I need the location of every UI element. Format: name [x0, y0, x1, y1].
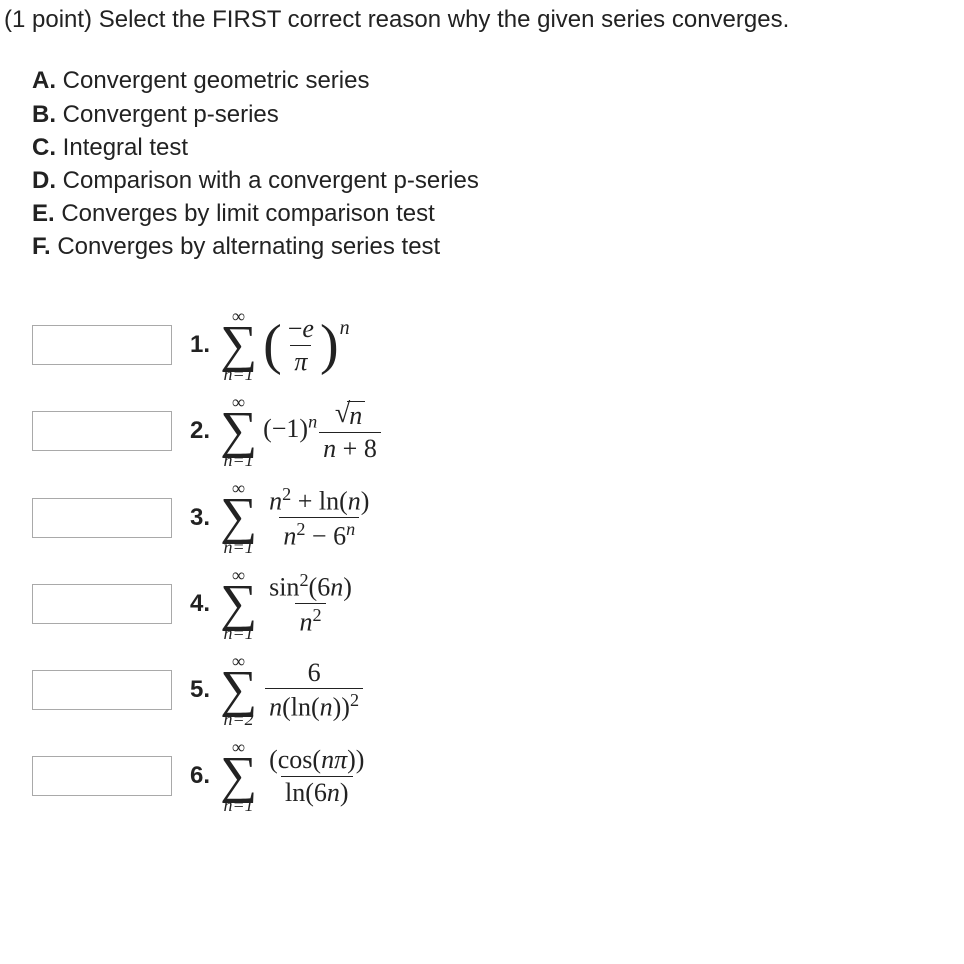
problem-number: 6.	[190, 762, 210, 790]
answer-input-5[interactable]	[32, 670, 172, 710]
problem-number: 1.	[190, 331, 210, 359]
option-A: A. Convergent geometric series	[32, 64, 960, 97]
option-text: Converges by limit comparison test	[61, 200, 434, 227]
option-letter: C.	[32, 134, 63, 161]
problem-row-6: 6. ∞∑n=1(cos(nπ))ln(6n)	[32, 738, 960, 814]
option-letter: D.	[32, 167, 63, 194]
sigma-icon: ∞∑n=1	[220, 479, 257, 555]
problem-row-1: 1. ∞∑n=1(−eπ)n	[32, 307, 960, 383]
problems-list: 1. ∞∑n=1(−eπ)n 2. ∞∑n=1(−1)n√nn + 8 3. ∞∑n=1n…	[4, 307, 960, 814]
option-text: Integral test	[63, 134, 188, 161]
series-expression: ∞∑n=1(cos(nπ))ln(6n)	[220, 738, 370, 814]
option-C: C. Integral test	[32, 131, 960, 164]
option-D: D. Comparison with a convergent p-series	[32, 164, 960, 197]
series-expression: ∞∑n=1sin2(6n)n2	[220, 566, 358, 642]
problem-row-3: 3. ∞∑n=1n2 + ln(n)n2 − 6n	[32, 479, 960, 555]
sigma-icon: ∞∑n=1	[220, 393, 257, 469]
problem-row-5: 5. ∞∑n=26n(ln(n))2	[32, 652, 960, 728]
problem-number: 2.	[190, 417, 210, 445]
options-list: A. Convergent geometric seriesB. Converg…	[4, 64, 960, 263]
sigma-icon: ∞∑n=2	[220, 652, 257, 728]
series-expression: ∞∑n=1(−eπ)n	[220, 307, 350, 383]
answer-input-1[interactable]	[32, 325, 172, 365]
series-expression: ∞∑n=1n2 + ln(n)n2 − 6n	[220, 479, 375, 555]
option-letter: E.	[32, 200, 61, 227]
option-text: Convergent geometric series	[63, 67, 370, 94]
problem-row-2: 2. ∞∑n=1(−1)n√nn + 8	[32, 393, 960, 469]
sigma-icon: ∞∑n=1	[220, 566, 257, 642]
prompt-text: (1 point) Select the FIRST correct reaso…	[4, 4, 960, 36]
sigma-icon: ∞∑n=1	[220, 738, 257, 814]
problem-number: 3.	[190, 504, 210, 532]
series-expression: ∞∑n=1(−1)n√nn + 8	[220, 393, 383, 469]
option-text: Converges by alternating series test	[57, 233, 440, 260]
option-letter: A.	[32, 67, 63, 94]
option-text: Comparison with a convergent p-series	[63, 167, 479, 194]
answer-input-2[interactable]	[32, 411, 172, 451]
option-text: Convergent p-series	[63, 101, 279, 128]
problem-row-4: 4. ∞∑n=1sin2(6n)n2	[32, 566, 960, 642]
page: (1 point) Select the FIRST correct reaso…	[0, 0, 964, 828]
option-letter: B.	[32, 101, 63, 128]
option-B: B. Convergent p-series	[32, 98, 960, 131]
series-expression: ∞∑n=26n(ln(n))2	[220, 652, 365, 728]
option-F: F. Converges by alternating series test	[32, 230, 960, 263]
option-letter: F.	[32, 233, 57, 260]
problem-number: 5.	[190, 676, 210, 704]
answer-input-6[interactable]	[32, 756, 172, 796]
sigma-icon: ∞∑n=1	[220, 307, 257, 383]
answer-input-3[interactable]	[32, 498, 172, 538]
problem-number: 4.	[190, 590, 210, 618]
option-E: E. Converges by limit comparison test	[32, 197, 960, 230]
answer-input-4[interactable]	[32, 584, 172, 624]
